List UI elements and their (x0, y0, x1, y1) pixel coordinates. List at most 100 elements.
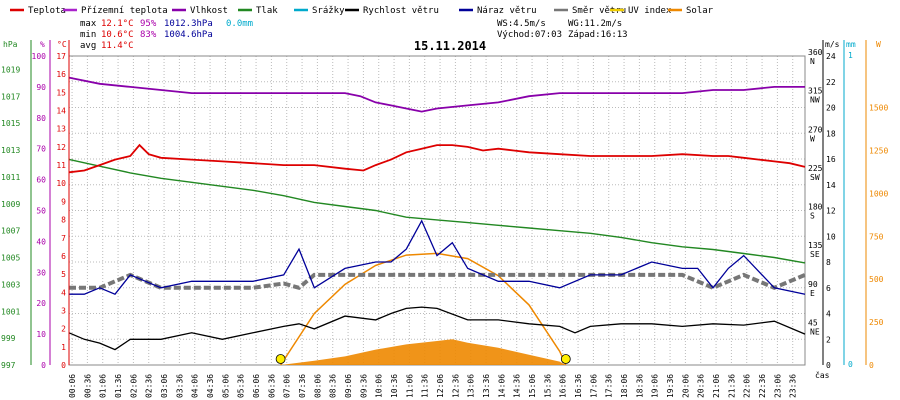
info-wg: WG:11.2m/s (568, 19, 622, 29)
series-solar-area (280, 339, 566, 365)
x-tick-label: 10:06 (375, 374, 384, 398)
x-tick-label: 14:36 (513, 374, 522, 398)
uv-marker (275, 354, 286, 364)
axis-solar-tick: 0 (869, 361, 874, 370)
axis-temperature-tick: 17 (56, 52, 66, 61)
axis-pressure-tick: 1003 (1, 280, 20, 289)
uv-marker (560, 354, 571, 364)
axis-humidity-tick: 70 (36, 145, 46, 154)
axis-direction-dir-tick: N (810, 57, 815, 66)
grid (68, 55, 806, 366)
axis-temperature-tick: 7 (61, 234, 66, 243)
axis-temperature-tick: 5 (61, 270, 66, 279)
axis-temperature-tick: 4 (61, 288, 66, 297)
axis-humidity-unit: % (40, 40, 45, 49)
axis-direction-dir-tick: W (810, 134, 815, 143)
legend-label: Teplota (28, 6, 66, 16)
stats-avg-label: avg (80, 41, 96, 51)
plot-area (68, 76, 806, 366)
x-tick-label: 03:06 (160, 374, 169, 398)
x-tick-label: 03:36 (175, 374, 184, 398)
x-tick-label: 17:06 (589, 374, 598, 398)
axis-wind-tick: 16 (826, 155, 836, 164)
x-tick-label: 22:36 (758, 374, 767, 398)
stats-min-label: min (80, 30, 96, 40)
x-tick-label: 15:36 (543, 374, 552, 398)
axis-temperature-tick: 6 (61, 252, 66, 261)
x-tick-label: 05:06 (221, 374, 230, 398)
series-wind-gust-line (69, 219, 806, 295)
axis-rain-unit: mm (846, 40, 856, 49)
axis-temperature-tick: 12 (56, 143, 66, 152)
x-tick-label: 11:06 (405, 374, 414, 398)
axis-pressure-tick: 1011 (1, 173, 20, 182)
x-tick-label: 09:36 (359, 374, 368, 398)
axis-humidity-tick: 100 (32, 52, 47, 61)
stats-min-hum: 83% (140, 30, 157, 40)
axis-temperature-tick: 11 (56, 161, 66, 170)
stats-max-hum: 95% (140, 19, 157, 29)
axis-humidity-tick: 60 (36, 176, 46, 185)
axis-temperature-tick: 2 (61, 325, 66, 334)
x-axis-unit-label: čas (815, 370, 830, 380)
axis-direction-deg-tick: 135 (808, 241, 823, 250)
axis-direction-deg-tick: 180 (808, 203, 823, 212)
axis-solar-unit: W (876, 40, 881, 49)
axis-wind-unit: m/s (825, 40, 840, 49)
stats-block: max 12.1°C 95% 1012.3hPa 0.0mm min 10.6°C 83% 10… (80, 19, 253, 51)
stats-max-label: max (80, 19, 97, 29)
axis-humidity-tick: 10 (36, 330, 46, 339)
axis-pressure-tick: 1001 (1, 307, 20, 316)
legend-label: Srážky (312, 6, 345, 16)
x-tick-label: 07:36 (298, 374, 307, 398)
x-tick-label: 00:36 (83, 374, 92, 398)
legend-label: Rychlost větru (363, 6, 439, 16)
legend-label: Tlak (256, 6, 278, 16)
axis-wind-tick: 14 (826, 181, 836, 190)
x-tick-label: 09:06 (344, 374, 353, 398)
x-tick-label: 04:06 (191, 374, 200, 398)
x-tick-label: 00:06 (68, 374, 77, 398)
series-wind-direction-line (69, 272, 806, 291)
axis-pressure-tick: 1013 (1, 146, 20, 155)
series-humidity-line (68, 76, 805, 113)
x-tick-label: 13:36 (482, 374, 491, 398)
x-tick-label: 11:36 (421, 374, 430, 398)
legend-label: Přízemní teplota (81, 6, 168, 16)
axis-temperature-tick: 10 (56, 179, 66, 188)
axis-wind-tick: 8 (826, 258, 831, 267)
axis-temperature-tick: 14 (56, 107, 66, 116)
axis-temperature-unit: °C (57, 40, 67, 49)
axis-temperature-tick: 0 (61, 361, 66, 370)
axis-pressure-tick: 999 (1, 334, 16, 343)
x-tick-label: 19:36 (666, 374, 675, 398)
stats-min-press: 1004.6hPa (164, 30, 213, 40)
chart-title: 15.11.2014 (414, 39, 486, 53)
series-solar-max-line (279, 252, 567, 366)
x-tick-label: 14:06 (497, 374, 506, 398)
x-tick-label: 19:06 (651, 374, 660, 398)
legend-label: Náraz větru (477, 6, 537, 16)
axis-solar-tick: 1000 (869, 189, 888, 198)
axis-direction-dir-tick: SW (810, 173, 820, 182)
legend: Teplota Přízemní teplota Vlhkost Tlak Srážky… (10, 6, 714, 16)
stats-min-temp: 10.6°C (101, 30, 134, 40)
x-tick-label: 23:06 (773, 374, 782, 398)
x-tick-label: 12:06 (436, 374, 445, 398)
x-tick-label: 06:36 (267, 374, 276, 398)
axis-humidity-tick: 20 (36, 299, 46, 308)
axis-wind-tick: 4 (826, 310, 831, 319)
axis-pressure-tick: 1019 (1, 65, 20, 74)
axis-wind-tick: 12 (826, 207, 836, 216)
axis-direction-dir-tick: E (810, 289, 815, 298)
axis-direction-dir-tick: NE (810, 327, 820, 336)
axis-direction-deg-tick: 225 (808, 164, 823, 173)
axis-pressure-tick: 1007 (1, 227, 20, 236)
axis-pressure-unit: hPa (3, 40, 18, 49)
axis-wind-tick: 6 (826, 284, 831, 293)
x-tick-label: 17:36 (605, 374, 614, 398)
x-tick-label: 02:06 (129, 374, 138, 398)
stats-max-rain: 0.0mm (226, 19, 253, 29)
